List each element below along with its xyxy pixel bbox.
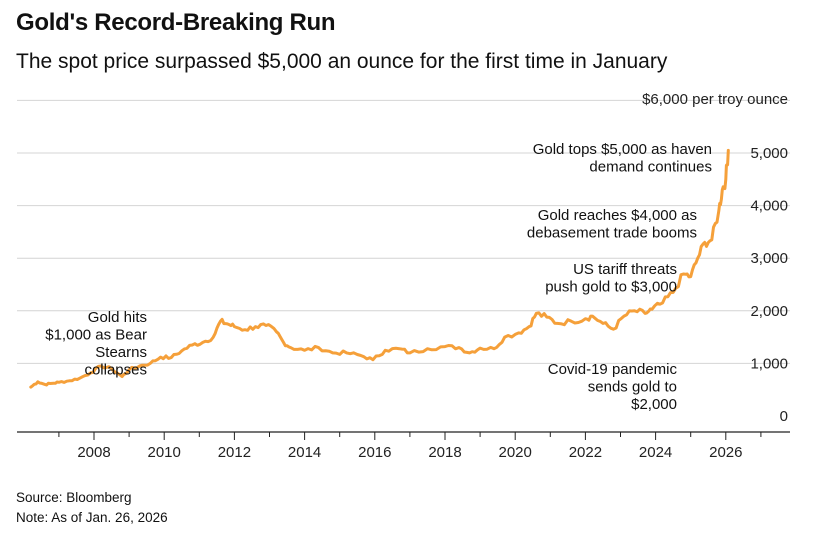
annotation-line: demand continues (589, 159, 712, 176)
annotation-line: Gold reaches $4,000 as (538, 207, 697, 224)
x-axis: 2008 2010 2012 2014 2016 2018 2020 2022 2024 2026 (17, 431, 790, 461)
footnotes: Source: Bloomberg Note: As of Jan. 26, 2… (16, 488, 168, 528)
annotations: Gold hits $1,000 as Bear Stearns collapses C… (45, 141, 712, 413)
x-tick-label: 2020 (499, 444, 532, 461)
y-tick-label: 0 (780, 408, 788, 425)
y-axis: 0 1,000 2,000 3,000 4,000 5,000 (750, 145, 788, 425)
date-note: Note: As of Jan. 26, 2026 (16, 510, 168, 525)
annotation-line: Gold hits (88, 309, 147, 326)
y-tick-label: 1,000 (750, 355, 788, 372)
x-tick-label: 2014 (288, 444, 321, 461)
annotation-line: US tariff threats (573, 261, 677, 278)
annotation-label: Gold hits $1,000 as Bear Stearns collapses (45, 309, 147, 379)
y-tick-label: 5,000 (750, 145, 788, 162)
annotation-line: Gold tops $5,000 as haven (533, 141, 712, 158)
y-tick-label: 4,000 (750, 198, 788, 215)
annotation-line: debasement trade booms (527, 225, 697, 242)
x-tick-label: 2022 (569, 444, 602, 461)
annotation-line: Stearns (95, 344, 147, 361)
annotation-label: Covid-19 pandemic sends gold to $2,000 (548, 361, 678, 413)
y-tick-label: 2,000 (750, 303, 788, 320)
annotation-line: push gold to $3,000 (545, 279, 677, 296)
annotation-label: US tariff threats push gold to $3,000 (545, 261, 677, 296)
annotation-line: $2,000 (631, 396, 677, 413)
y-axis-unit-label: $6,000 per troy ounce (642, 91, 788, 108)
chart-subtitle: The spot price surpassed $5,000 an ounce… (16, 50, 668, 73)
x-tick-label: 2018 (428, 444, 461, 461)
y-tick-label: 3,000 (750, 250, 788, 267)
annotation-label: Gold reaches $4,000 as debasement trade b… (527, 207, 697, 242)
x-tick-label: 2010 (148, 444, 181, 461)
annotation-line: sends gold to (588, 379, 677, 396)
chart-title: Gold's Record-Breaking Run (16, 9, 336, 36)
x-tick-label: 2012 (218, 444, 251, 461)
annotation-label: Gold tops $5,000 as haven demand continue… (533, 141, 712, 176)
x-tick-label: 2024 (639, 444, 672, 461)
gridlines (17, 99, 790, 364)
annotation-line: $1,000 as Bear (45, 327, 147, 344)
gold-price-line (29, 148, 730, 389)
annotation-line: Covid-19 pandemic (548, 361, 678, 378)
x-tick-label: 2008 (77, 444, 110, 461)
x-tick-label: 2026 (709, 444, 742, 461)
source-note: Source: Bloomberg (16, 490, 132, 505)
x-tick-label: 2016 (358, 444, 391, 461)
annotation-line: collapses (84, 362, 147, 379)
